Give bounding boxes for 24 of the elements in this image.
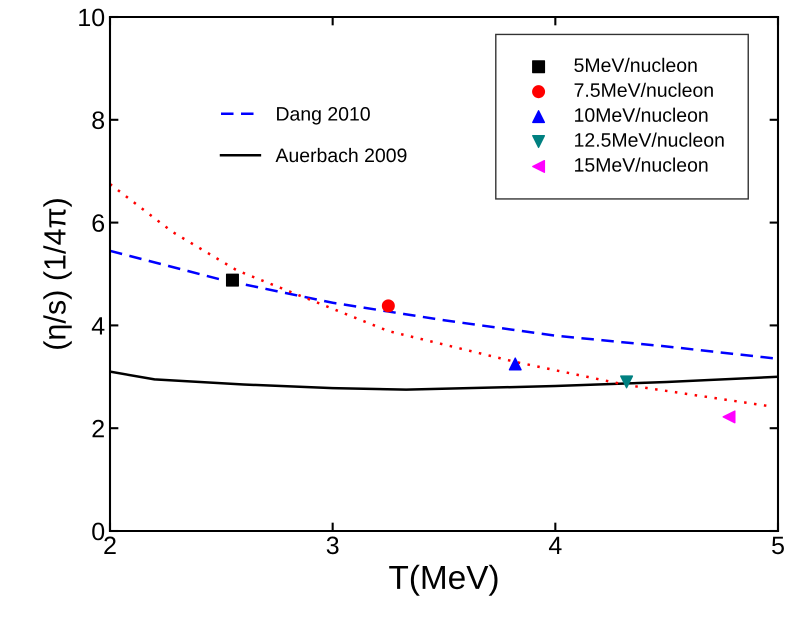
x-tick-label: 4 <box>548 536 562 554</box>
legend-label: 5MeV/nucleon <box>574 58 697 72</box>
point <box>382 299 395 312</box>
legend-label: Dang 2010 <box>277 106 370 125</box>
point <box>722 410 736 424</box>
legend-label: 7.5MeV/nucleon <box>574 82 713 97</box>
y-tick-label: 2 <box>92 420 104 438</box>
y-tick-label: 0 <box>92 522 104 540</box>
x-tick-label: 5 <box>772 536 784 554</box>
point <box>620 375 634 388</box>
point <box>226 274 239 287</box>
x-tick-label: 3 <box>326 536 339 554</box>
y-tick-label: 10 <box>79 8 104 26</box>
y-axis-title: (η/s) (1/4π) <box>43 199 72 349</box>
x-axis-title: T(MeV) <box>389 564 498 596</box>
x-tick-label: 2 <box>104 536 116 554</box>
legend-label: 12.5MeV/nucleon <box>575 132 724 147</box>
point <box>508 357 522 370</box>
y-tick-label: 4 <box>92 317 104 334</box>
legend-label: 15MeV/nucleon <box>575 157 708 172</box>
legend-label: Auerbach 2009 <box>276 148 406 162</box>
legend-label: 10MeV/nucleon <box>575 108 708 122</box>
y-tick-label: 8 <box>92 111 104 130</box>
y-tick-label: 6 <box>92 214 104 232</box>
